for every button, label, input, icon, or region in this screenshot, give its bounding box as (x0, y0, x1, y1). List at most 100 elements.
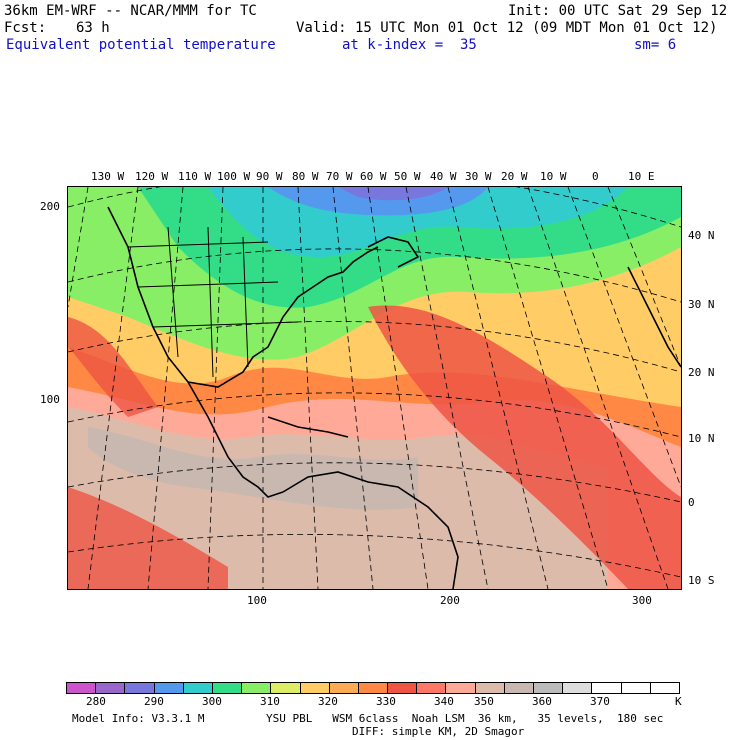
valid-time: Valid: 15 UTC Mon 01 Oct 12 (09 MDT Mon … (296, 20, 718, 36)
colorbar-swatch (242, 683, 272, 693)
colorbar-swatch (125, 683, 155, 693)
forecast-hour: 63 h (76, 20, 110, 36)
lon-label: 10 E (628, 170, 655, 183)
lon-line (68, 187, 89, 308)
lon-label: 110 W (178, 170, 212, 183)
lon-line (405, 187, 489, 589)
grid-x-label: 100 (247, 594, 267, 607)
lon-line (607, 187, 681, 368)
lon-line (367, 187, 429, 589)
lat-label: 10 N (688, 432, 715, 445)
lon-line (87, 187, 139, 589)
map-canvas (68, 187, 681, 589)
lon-label: 0 (592, 170, 599, 183)
forecast-label: Fcst: (4, 20, 47, 36)
diffusion-info: DIFF: simple KM, 2D Smagor (352, 725, 525, 738)
coastlines (107, 206, 681, 589)
lon-label: 120 W (135, 170, 169, 183)
state-border (127, 241, 269, 248)
grid-y-label: 200 (40, 200, 60, 213)
colorbar-tick: 370 (590, 695, 610, 708)
state-borders (127, 226, 299, 378)
colorbar-tick: 330 (376, 695, 396, 708)
state-border (207, 226, 214, 378)
lat-line-10n (68, 392, 681, 438)
lon-label: 130 W (91, 170, 125, 183)
lon-line (567, 187, 681, 488)
theta-e-map (67, 186, 682, 590)
colorbar-tick: 320 (318, 695, 338, 708)
lat-label: 30 N (688, 298, 715, 311)
colorbar-swatch (621, 683, 651, 693)
colorbar-swatch (446, 683, 476, 693)
colorbar-swatch (504, 683, 534, 693)
model-title: 36km EM-WRF -- NCAR/MMM for TC (4, 3, 257, 19)
colorbar-swatch (650, 683, 679, 693)
physics-info: YSU PBL WSM 6class Noah LSM 36 km, 35 le… (266, 712, 664, 725)
colorbar-tick: 290 (144, 695, 164, 708)
lat-label: 40 N (688, 229, 715, 242)
state-border (137, 281, 279, 288)
field-name: Equivalent potential temperature (6, 37, 276, 53)
lat-line-0 (68, 462, 681, 503)
field-band-340-w (68, 317, 158, 417)
colorbar-swatch (183, 683, 213, 693)
lon-label: 30 W (465, 170, 492, 183)
colorbar-tick: 340 (434, 695, 454, 708)
colorbar-swatch (154, 683, 184, 693)
colorbar-swatch (212, 683, 243, 693)
colorbar-swatch (534, 683, 564, 693)
maritime-coast (367, 236, 420, 268)
lon-line (447, 187, 549, 589)
lon-label: 20 W (501, 170, 528, 183)
field-band-340 (368, 305, 681, 589)
state-border (242, 236, 249, 368)
lat-label: 0 (688, 496, 695, 509)
smoothing-info: sm= 6 (634, 37, 677, 53)
colorbar-swatch (592, 683, 622, 693)
state-border (167, 226, 179, 358)
lon-label: 40 W (430, 170, 457, 183)
lat-line-40n (68, 187, 681, 228)
colorbar-swatch (475, 683, 505, 693)
lon-label: 80 W (292, 170, 319, 183)
colorbar-swatch (96, 683, 126, 693)
lat-label: 20 N (688, 366, 715, 379)
lat-label: 10 S (688, 574, 715, 587)
caribbean-islands (267, 416, 349, 438)
colorbar-swatch (271, 683, 301, 693)
field-band-340-sw (68, 487, 228, 589)
grid-x-label: 300 (632, 594, 652, 607)
colorbar-tick: 350 (474, 695, 494, 708)
state-border (152, 321, 299, 328)
colorbar-tick: 300 (202, 695, 222, 708)
colorbar-swatch (388, 683, 418, 693)
lon-line (527, 187, 669, 589)
lon-label: 50 W (394, 170, 421, 183)
central-america-coast (187, 381, 284, 498)
lon-label: 70 W (326, 170, 353, 183)
colorbar-tick: 360 (532, 695, 552, 708)
lon-line (147, 187, 184, 589)
colorbar-swatch (417, 683, 447, 693)
lon-line (207, 187, 224, 589)
lat-line-20n (68, 321, 681, 373)
field-band-360 (88, 427, 418, 510)
model-info: Model Info: V3.3.1 M (72, 712, 205, 725)
colorbar-tick: 280 (86, 695, 106, 708)
south-america-coast (282, 471, 459, 589)
colorbar-swatch (358, 683, 389, 693)
colorbar-swatch (563, 683, 593, 693)
lon-label: 60 W (360, 170, 387, 183)
lon-line (332, 187, 374, 589)
level-info: at k-index = 35 (342, 37, 477, 53)
colorbar-tick: 310 (260, 695, 280, 708)
lat-line-10s (68, 534, 681, 578)
colorbar-swatch (329, 683, 359, 693)
graticule (68, 187, 681, 589)
lon-line (297, 187, 319, 589)
grid-y-label: 100 (40, 393, 60, 406)
colorbar-unit: K (675, 695, 682, 708)
north-america-coast (107, 206, 379, 388)
colorbar-swatch (300, 683, 330, 693)
